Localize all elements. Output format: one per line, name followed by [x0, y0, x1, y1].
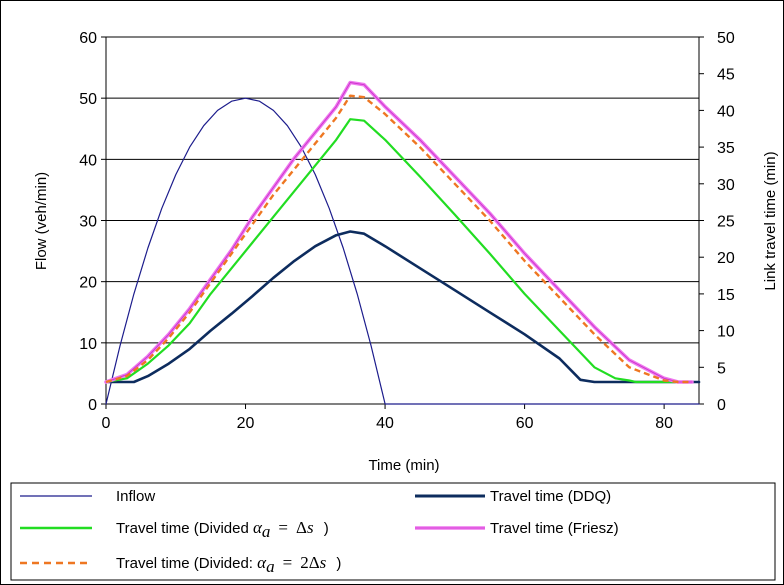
x-tick-label-40: 40 [376, 415, 394, 432]
legend-label-divided-2: Travel time (Divided: αa = 2Δs ) [116, 553, 341, 576]
series-2-line [104, 118, 694, 384]
y-tick-label-10: 10 [79, 336, 97, 353]
y2-tick-label-50: 50 [717, 30, 735, 47]
y2-tick-label-45: 45 [717, 67, 735, 84]
legend-divided-1-sub: a [262, 522, 271, 541]
legend-label-inflow: Inflow [116, 488, 155, 505]
series-layer [104, 80, 701, 405]
legend-divided-1-s: s [307, 518, 314, 537]
legend-divided-1-eq: = [278, 518, 288, 537]
legend-divided-2-suffix: ) [332, 555, 341, 572]
grid-lines [106, 36, 699, 344]
legend-divided-1-delta: Δ [296, 518, 307, 537]
legend-divided-2-sub: a [266, 557, 275, 576]
y2-tick-label-15: 15 [717, 287, 735, 304]
series-0-line [105, 97, 700, 405]
y2-tick-label-35: 35 [717, 140, 735, 157]
y-tick-label-40: 40 [79, 152, 97, 169]
legend-divided-1-alpha: α [253, 518, 263, 537]
y-tick-label-60: 60 [79, 30, 97, 47]
series-3-line-core [105, 82, 693, 383]
y2-tick-label-30: 30 [717, 177, 735, 194]
y-axis-title: Flow (veh/min) [33, 172, 50, 270]
x-tick-label-80: 80 [655, 415, 673, 432]
series-4-line [105, 94, 692, 384]
legend-divided-2-prefix: Travel time (Divided: [116, 555, 257, 572]
legend-divided-2-s: s [320, 553, 327, 572]
y2-tick-label-0: 0 [717, 397, 726, 414]
legend-divided-2-delta: Δ [309, 553, 320, 572]
legend-divided-2-eq: = [283, 553, 293, 572]
y2-tick-label-25: 25 [717, 214, 735, 231]
y2-tick-label-20: 20 [717, 250, 735, 267]
legend: Inflow Travel time (DDQ) Travel time (Di… [10, 482, 776, 581]
y-tick-label-20: 20 [79, 275, 97, 292]
y2-tick-label-10: 10 [717, 324, 735, 341]
legend-divided-1-prefix: Travel time (Divided [116, 520, 253, 537]
x-tick-label-20: 20 [237, 415, 255, 432]
legend-box [10, 482, 776, 581]
series-1-line [104, 230, 701, 384]
y-tick-label-50: 50 [79, 91, 97, 108]
y2-axis-title: Link travel time (min) [762, 151, 779, 290]
y2-tick-label-5: 5 [717, 360, 726, 377]
tick-labels: 0 10 20 30 40 50 60 0 5 10 15 20 25 30 35 40 45 50 0 20 40 60… [79, 30, 735, 432]
y-tick-label-0: 0 [88, 397, 97, 414]
x-tick-label-0: 0 [102, 415, 111, 432]
legend-label-friesz: Travel time (Friesz) [490, 520, 619, 537]
legend-label-divided-1: Travel time (Divided αa = Δs ) [116, 518, 329, 541]
legend-divided-1-suffix: ) [320, 520, 329, 537]
legend-label-ddq: Travel time (DDQ) [490, 488, 611, 505]
legend-divided-2-two: 2 [300, 553, 309, 572]
y2-tick-label-40: 40 [717, 103, 735, 120]
y-tick-label-30: 30 [79, 214, 97, 231]
x-axis-title: Time (min) [368, 457, 439, 474]
legend-divided-2-alpha: α [257, 553, 267, 572]
x-tick-label-60: 60 [516, 415, 534, 432]
